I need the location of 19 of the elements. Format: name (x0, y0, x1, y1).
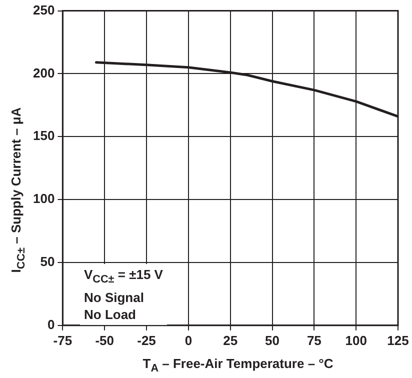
annotation: V$_{CC±}$ = ±15 V (84, 266, 163, 288)
x-tick-label: -50 (95, 332, 114, 348)
x-tick-label: 100 (345, 332, 367, 348)
annotation: No Load (84, 306, 137, 323)
x-tick-label: 75 (306, 332, 322, 348)
y-tick-label: 50 (40, 254, 55, 270)
x-tick-label: -75 (53, 332, 72, 348)
x-tick-label: -25 (137, 332, 156, 348)
y-tick-label: 200 (32, 65, 55, 80)
x-tick-label: 0 (184, 332, 192, 348)
annotation: No Signal (84, 288, 145, 306)
y-tick-label: 0 (47, 316, 55, 332)
y-tick-label: 100 (32, 191, 55, 206)
y-tick-label: 250 (32, 2, 55, 18)
x-axis-title: T$_{A}$ – Free-Air Temperature – °C (142, 356, 334, 375)
x-tick-label: 25 (223, 332, 238, 348)
x-tick-label: 50 (265, 332, 280, 348)
y-tick-label: 150 (32, 128, 55, 144)
x-tick-label: 125 (387, 332, 409, 348)
